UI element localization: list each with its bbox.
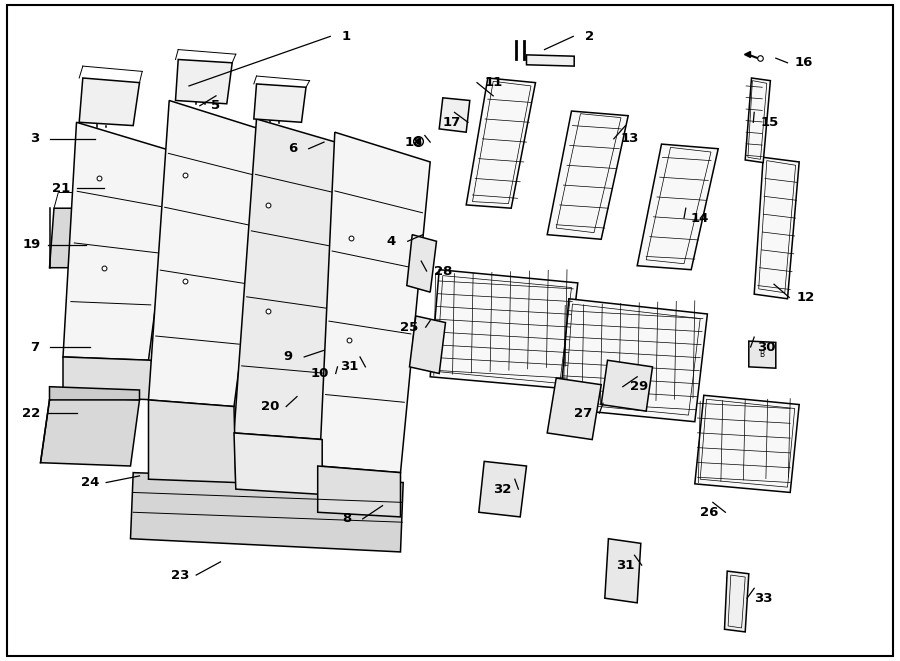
Text: 24: 24 <box>81 476 99 489</box>
Polygon shape <box>148 100 270 407</box>
Polygon shape <box>754 157 799 299</box>
Text: 1: 1 <box>342 30 351 43</box>
Polygon shape <box>479 461 526 517</box>
Text: 26: 26 <box>700 506 718 519</box>
Polygon shape <box>410 316 446 373</box>
Polygon shape <box>130 473 403 552</box>
Text: 19: 19 <box>22 238 40 251</box>
Text: B: B <box>760 350 765 360</box>
Text: 30: 30 <box>758 340 776 354</box>
Text: 12: 12 <box>796 291 814 304</box>
Polygon shape <box>148 400 236 483</box>
Polygon shape <box>637 144 718 270</box>
Polygon shape <box>50 208 140 268</box>
Text: 3: 3 <box>30 132 39 145</box>
Text: 5: 5 <box>212 99 220 112</box>
Polygon shape <box>695 395 799 492</box>
Text: 25: 25 <box>400 321 418 334</box>
Text: 11: 11 <box>484 76 502 89</box>
Text: 28: 28 <box>434 264 452 278</box>
Polygon shape <box>234 119 358 440</box>
Text: 8: 8 <box>342 512 351 525</box>
Text: 29: 29 <box>630 380 648 393</box>
Polygon shape <box>605 539 641 603</box>
Text: 14: 14 <box>691 212 709 225</box>
Text: 10: 10 <box>310 367 328 380</box>
Text: 9: 9 <box>284 350 292 364</box>
Polygon shape <box>749 341 776 368</box>
Text: 2: 2 <box>585 30 594 43</box>
Polygon shape <box>234 433 322 494</box>
Text: 15: 15 <box>760 116 778 129</box>
Text: 32: 32 <box>493 483 511 496</box>
Text: 31: 31 <box>616 559 634 572</box>
Polygon shape <box>547 378 601 440</box>
Polygon shape <box>526 55 574 66</box>
Text: 21: 21 <box>52 182 70 195</box>
Polygon shape <box>407 235 436 292</box>
Polygon shape <box>254 84 306 122</box>
Text: 4: 4 <box>387 235 396 248</box>
Text: 18: 18 <box>405 136 423 149</box>
Polygon shape <box>466 78 536 208</box>
Polygon shape <box>601 360 652 411</box>
Text: 6: 6 <box>288 142 297 155</box>
Polygon shape <box>63 357 158 400</box>
Polygon shape <box>724 571 749 632</box>
Text: 7: 7 <box>30 340 39 354</box>
Polygon shape <box>745 78 770 163</box>
Polygon shape <box>320 132 430 473</box>
Polygon shape <box>560 299 707 422</box>
Text: 27: 27 <box>574 407 592 420</box>
Polygon shape <box>79 78 140 126</box>
Polygon shape <box>40 397 140 466</box>
Polygon shape <box>547 111 628 239</box>
Polygon shape <box>318 466 400 517</box>
Text: 16: 16 <box>795 56 813 69</box>
Polygon shape <box>176 59 232 104</box>
Text: 13: 13 <box>621 132 639 145</box>
Polygon shape <box>430 270 578 389</box>
Text: 23: 23 <box>171 568 189 582</box>
Text: 31: 31 <box>340 360 358 373</box>
Polygon shape <box>439 98 470 132</box>
Text: 33: 33 <box>754 592 772 605</box>
Text: 22: 22 <box>22 407 40 420</box>
Text: 20: 20 <box>261 400 279 413</box>
Text: 17: 17 <box>443 116 461 129</box>
Polygon shape <box>63 122 176 360</box>
Polygon shape <box>50 387 140 400</box>
